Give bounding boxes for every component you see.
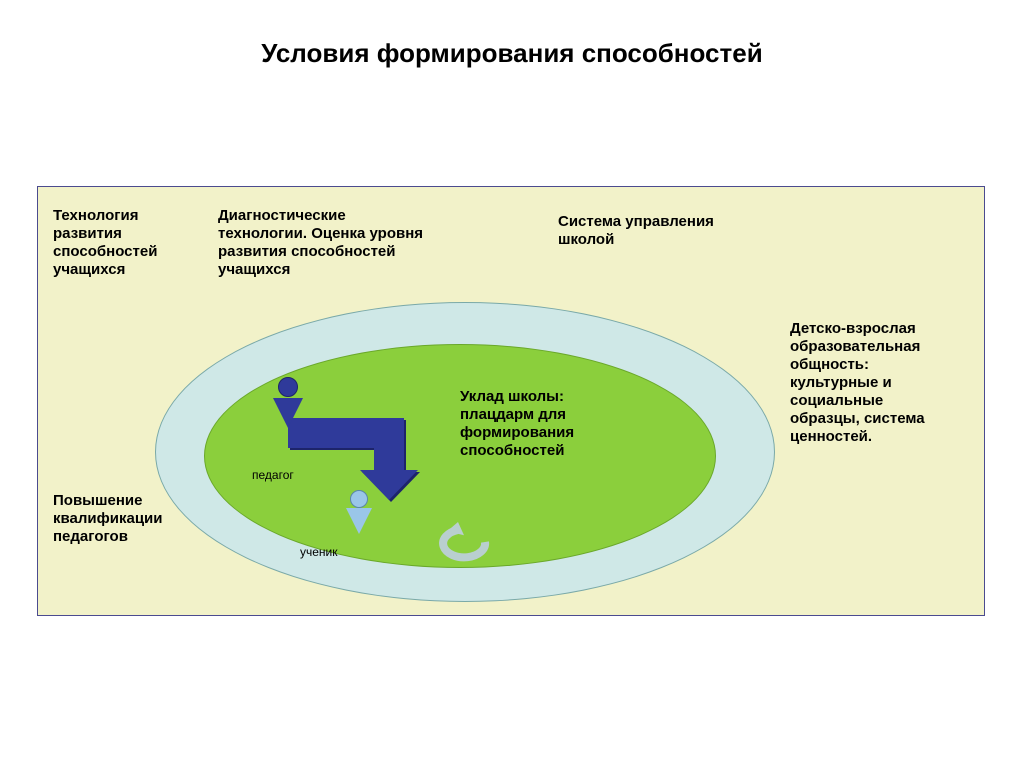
label-management: Система управления школой	[558, 213, 798, 249]
uchenik-head-icon	[350, 490, 368, 508]
pedagog-head-icon	[278, 377, 298, 397]
label-community: Детско-взрослая образовательная общность…	[790, 320, 985, 446]
label-diagnostic: Диагностические технологии. Оценка уровн…	[218, 207, 498, 279]
label-tech-dev: Технология развития способностей учащихс…	[53, 207, 203, 279]
curved-arrow-path	[443, 530, 485, 557]
uchenik-body-icon	[346, 508, 372, 534]
arrow-shaft-v	[374, 418, 404, 474]
page: Условия формирования способностей Технол…	[0, 0, 1024, 768]
label-qualif: Повышение квалификации педагогов	[53, 492, 223, 546]
arrow-head-icon	[360, 470, 418, 500]
label-uklad: Уклад школы: плацдарм для формирования с…	[460, 388, 640, 460]
pedagog-body-icon	[273, 398, 303, 428]
label-uchenik: ученик	[300, 545, 380, 559]
label-pedagog: педагог	[252, 468, 332, 482]
page-title: Условия формирования способностей	[0, 38, 1024, 69]
curved-arrow-icon	[440, 520, 500, 560]
